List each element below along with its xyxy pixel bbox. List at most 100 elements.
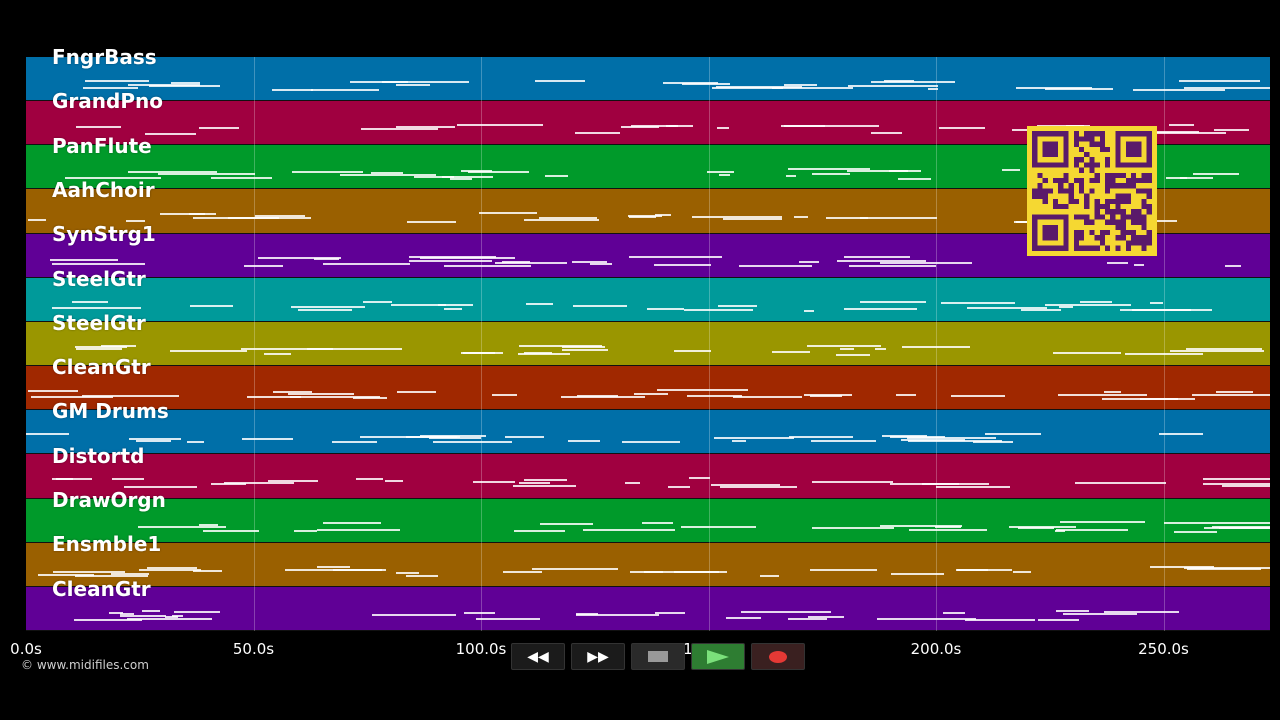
note [940,302,1015,305]
note [1107,262,1129,265]
note [443,308,463,311]
note [683,308,754,311]
qr-module [1105,162,1111,168]
rewind-button[interactable]: ◀◀ [511,643,565,670]
note [719,485,798,488]
note [523,218,599,221]
note [495,262,567,265]
qr-module [1058,178,1064,184]
note [272,348,334,351]
qr-module [1073,136,1079,142]
qr-module [1120,219,1126,225]
note [1211,525,1270,528]
play-button[interactable] [691,643,745,670]
qr-module [1037,172,1043,178]
qr-module [1079,178,1085,184]
note [908,528,987,531]
note [890,482,989,485]
note [571,261,607,264]
note [716,86,802,89]
qr-module [1115,245,1121,251]
note [902,345,970,348]
stop-button[interactable] [631,643,685,670]
note [985,433,1041,436]
note [437,303,474,306]
note [810,568,878,571]
qr-module [1094,235,1100,241]
qr-module [1094,178,1100,184]
qr-module [1125,198,1131,204]
note [772,351,811,354]
note [783,124,879,127]
qr-module [1146,193,1152,199]
note [1213,128,1250,131]
note [907,440,1003,443]
note [27,218,46,221]
track-row [26,454,1270,499]
note [890,436,946,439]
note [575,612,598,615]
note [634,392,668,395]
note [255,214,305,217]
note [198,523,218,526]
note [540,522,593,525]
qr-module [1115,219,1121,225]
note [198,126,240,129]
qr-module [1146,209,1152,215]
note [263,353,291,356]
note [112,478,144,481]
note [356,478,383,481]
note [835,354,871,357]
note [420,257,482,260]
note [128,170,218,173]
note [531,567,618,570]
note [1057,394,1148,397]
qr-module [1146,235,1152,241]
qr-module [1115,224,1121,230]
qr-module [1141,214,1147,220]
note [292,171,363,174]
qr-module [1115,198,1121,204]
note [467,171,530,174]
copyright-text: © www.midifiles.com [21,658,149,672]
note [149,84,220,87]
qr-module [1115,209,1121,215]
qr-code[interactable] [1027,126,1157,256]
qr-module [1125,183,1131,189]
qr-module [1136,209,1142,215]
note [662,81,719,84]
qr-module [1099,131,1105,137]
note [825,216,869,219]
note [674,350,711,353]
note [192,569,223,572]
note [789,436,854,438]
qr-module [1073,235,1079,241]
qr-module [1146,178,1152,184]
qr-module [1058,204,1064,210]
note [160,213,217,216]
note [406,221,456,224]
qr-module [1073,230,1079,236]
note [136,439,172,442]
note [772,86,854,89]
note [501,261,530,264]
note [1104,391,1121,394]
fast-forward-button[interactable]: ▶▶ [571,643,625,670]
qr-module [1131,235,1137,241]
note [1055,610,1089,613]
track-name: PanFlute [52,133,152,158]
qr-module [1094,198,1100,204]
qr-module [1115,172,1121,178]
qr-module [1120,172,1126,178]
time-gridline [481,57,482,631]
qr-module [1105,219,1111,225]
note [545,174,568,177]
note [896,393,917,396]
note [656,388,748,391]
note [811,481,894,484]
note [323,521,381,524]
note [907,437,996,440]
note [568,439,601,442]
record-button[interactable] [751,643,805,670]
note [1021,308,1061,311]
